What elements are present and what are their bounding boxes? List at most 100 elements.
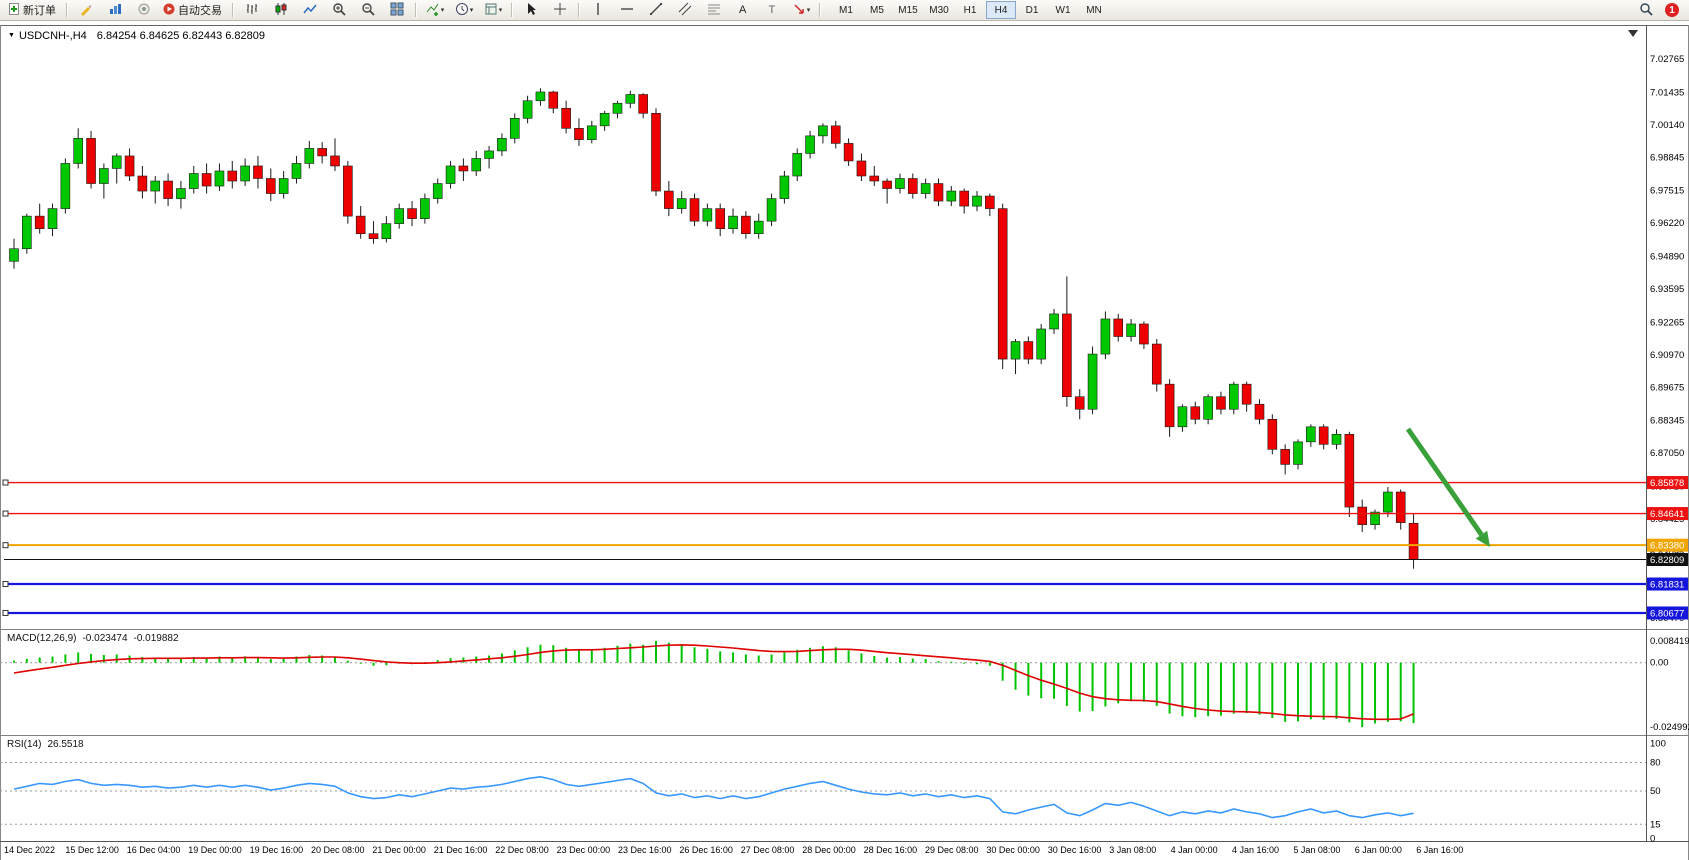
trend-arrow[interactable]: [1405, 427, 1490, 547]
svg-text:28 Dec 00:00: 28 Dec 00:00: [802, 845, 856, 855]
svg-text:6.89675: 6.89675: [1650, 382, 1684, 393]
chevron-down-icon: ▾: [806, 7, 811, 14]
ohlc-readout: 6.84254 6.84625 6.82443 6.82809: [96, 30, 265, 42]
price-badges: 6.85878 6.84641 6.83380 6.82809 6.81831 6.806…: [1647, 476, 1688, 620]
periods-button[interactable]: ▾: [450, 0, 478, 20]
separator: [511, 3, 513, 17]
templates-button[interactable]: ▾: [479, 0, 507, 20]
svg-text:30 Dec 16:00: 30 Dec 16:00: [1048, 845, 1102, 855]
zoom-in-button[interactable]: [325, 0, 353, 20]
toolbar: 新订单 自动交易 ▾ ▾ ▾ A T ▾ M1 M5 M15 M30 H1 H4 D1 W1 M…: [0, 0, 1689, 21]
new-order-button[interactable]: 新订单: [4, 0, 62, 20]
svg-text:7.02765: 7.02765: [1650, 54, 1684, 65]
svg-text:6.81831: 6.81831: [1650, 580, 1684, 591]
line-chart-mode-button[interactable]: [296, 0, 324, 20]
text-tool-button[interactable]: A: [729, 0, 757, 20]
label-icon: T: [765, 2, 779, 19]
zoom-out-button[interactable]: [354, 0, 382, 20]
ohlc-bars-icon: [245, 2, 259, 19]
bar-graph-icon: [108, 2, 122, 19]
svg-text:19 Dec 00:00: 19 Dec 00:00: [188, 845, 242, 855]
arrows-tool-button[interactable]: ▾: [787, 0, 815, 20]
svg-text:26 Dec 16:00: 26 Dec 16:00: [679, 845, 733, 855]
chevron-down-icon: ▾: [498, 7, 503, 14]
crosshair-tool-button[interactable]: [546, 0, 574, 20]
trendline-tool-button[interactable]: [642, 0, 670, 20]
svg-text:6.83095: 6.83095: [1650, 547, 1684, 558]
arrow-shape-icon: [792, 2, 806, 19]
timeframe-button-d1[interactable]: D1: [1025, 4, 1039, 16]
tile-windows-button[interactable]: [383, 0, 411, 20]
separator: [415, 3, 417, 17]
svg-text:6.92265: 6.92265: [1650, 317, 1684, 328]
svg-text:6.80677: 6.80677: [1650, 608, 1684, 619]
svg-text:T: T: [769, 4, 776, 16]
compass-icon: [137, 2, 151, 19]
line-handle: [2, 542, 9, 549]
svg-text:6.84641: 6.84641: [1650, 509, 1684, 520]
horizontal-line-icon: [620, 2, 634, 19]
svg-text:29 Dec 08:00: 29 Dec 08:00: [925, 845, 979, 855]
timeframe-button-mn[interactable]: MN: [1086, 4, 1102, 16]
candlestick-icon: [274, 2, 288, 19]
timeframe-group: M1 M5 M15 M30 H1 H4 D1 W1 MN: [831, 1, 1109, 19]
auto-trading-button[interactable]: 自动交易: [159, 0, 228, 20]
chart-menu-icon[interactable]: ▼: [8, 32, 15, 39]
svg-text:6.94890: 6.94890: [1650, 252, 1684, 263]
svg-text:4 Jan 16:00: 4 Jan 16:00: [1232, 845, 1279, 855]
tile-windows-icon: [390, 2, 404, 19]
svg-text:30 Dec 00:00: 30 Dec 00:00: [986, 845, 1040, 855]
search-button[interactable]: [1632, 0, 1660, 20]
svg-text:6.85878: 6.85878: [1650, 478, 1684, 489]
macd-main-value: -0.023474: [82, 633, 128, 644]
timeframe-button-m30[interactable]: M30: [929, 4, 949, 16]
zoom-out-icon: [361, 2, 375, 19]
bar-chart-mode-button[interactable]: [238, 0, 266, 20]
vertical-line-tool-button[interactable]: [584, 0, 612, 20]
channel-tool-button[interactable]: [671, 0, 699, 20]
timeframe-button-m5[interactable]: M5: [870, 4, 884, 16]
notification-badge[interactable]: 1: [1665, 3, 1679, 17]
svg-text:7.01435: 7.01435: [1650, 87, 1684, 98]
rsi-line: [13, 775, 1414, 819]
metaeditor-button[interactable]: [72, 0, 100, 20]
svg-text:6.93595: 6.93595: [1650, 284, 1684, 295]
cursor-tool-button[interactable]: [517, 0, 545, 20]
macd-label: MACD(12,26,9) -0.023474 -0.019882: [7, 633, 185, 644]
market-watch-button[interactable]: [101, 0, 129, 20]
fibonacci-icon: [707, 2, 721, 19]
timeframe-button-m1[interactable]: M1: [839, 4, 853, 16]
timeframe-button-w1[interactable]: W1: [1055, 4, 1071, 16]
vertical-line-icon: [591, 2, 605, 19]
fibonacci-tool-button[interactable]: [700, 0, 728, 20]
horizontal-line-tool-button[interactable]: [613, 0, 641, 20]
chart-canvas[interactable]: 7.02765 7.01435 7.00140 6.98845 6.97515 6.962…: [0, 21, 1689, 860]
template-icon: [484, 2, 498, 19]
price-badge: [1647, 606, 1688, 620]
svg-text:6.90970: 6.90970: [1650, 350, 1684, 361]
rsi-label: RSI(14) 26.5518: [7, 739, 90, 750]
symbol-label: USDCNH-,H4: [18, 30, 87, 42]
timeframe-button-m15[interactable]: M15: [898, 4, 918, 16]
timeframe-button-h4[interactable]: H4: [986, 1, 1016, 19]
level-lines[interactable]: [2, 479, 1646, 616]
text-label-tool-button[interactable]: T: [758, 0, 786, 20]
svg-text:6.96220: 6.96220: [1650, 218, 1684, 229]
svg-text:15: 15: [1650, 819, 1661, 830]
timeframe-button-h1[interactable]: H1: [963, 4, 977, 16]
rsi-name: RSI(14): [7, 739, 42, 750]
navigator-button[interactable]: [130, 0, 158, 20]
line-handle: [2, 609, 9, 616]
price-badge: [1647, 538, 1688, 552]
svg-text:27 Dec 08:00: 27 Dec 08:00: [741, 845, 795, 855]
macd-name: MACD(12,26,9): [7, 633, 77, 644]
separator: [232, 3, 234, 17]
indicators-button[interactable]: ▾: [421, 0, 449, 20]
candlestick-mode-button[interactable]: [267, 0, 295, 20]
pencil-icon: [79, 2, 93, 19]
macd-axis: 0.008419 0.00 -0.024992: [1650, 636, 1689, 733]
candlestick-series: [9, 88, 1419, 569]
new-order-icon: [7, 2, 21, 19]
svg-text:100: 100: [1650, 739, 1666, 750]
chart-frame: [0, 21, 1689, 860]
